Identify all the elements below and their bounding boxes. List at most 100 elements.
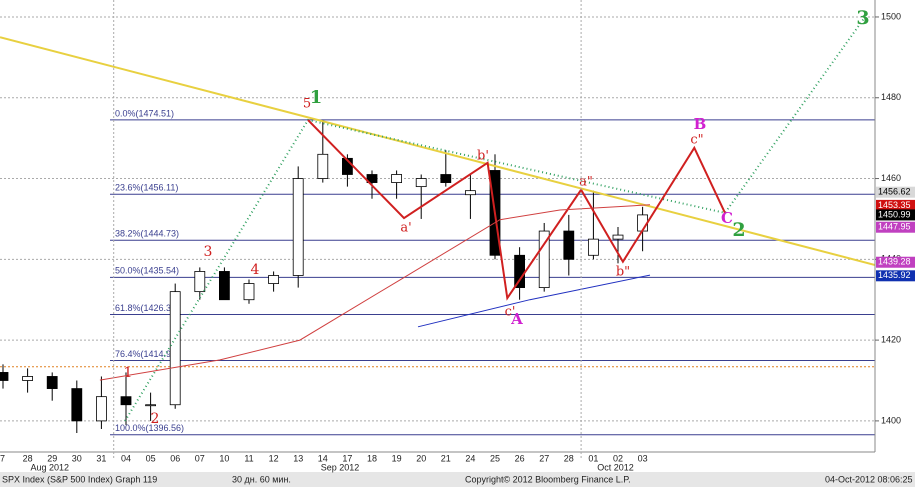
wave-label: C [721, 209, 733, 227]
fib-label: 50.0%(1435.54) [115, 266, 179, 276]
candle-body [366, 174, 378, 183]
candle-body [563, 230, 575, 260]
price-tag-label: 1447.95 [878, 222, 911, 232]
candle-body [22, 376, 34, 381]
overlay-line [124, 16, 866, 422]
wave-label: 3 [856, 7, 869, 29]
price-tag-label: 1453.35 [878, 200, 911, 210]
price-tag [876, 209, 915, 221]
wave-label: A [510, 310, 523, 328]
candle-body [440, 174, 452, 183]
x-tick-label: 20 [416, 453, 426, 463]
candle-body [243, 283, 255, 301]
candle-body [465, 190, 476, 196]
overlay-line [417, 274, 651, 328]
overlay-line [99, 204, 651, 381]
price-tag [876, 186, 915, 198]
x-tick-label: 17 [342, 453, 352, 463]
candle-body [317, 153, 329, 179]
candle-body [0, 372, 9, 381]
overlay-line [307, 119, 726, 301]
candle-body [169, 291, 181, 406]
y-tick-label: 1460 [881, 173, 901, 183]
wave-label: 3 [204, 244, 213, 260]
month-label: Aug 2012 [30, 462, 69, 472]
x-tick-label: 05 [146, 453, 156, 463]
month-label: Oct 2012 [597, 462, 634, 472]
wave-label: 5 [303, 97, 311, 112]
fib-label: 23.6%(1456.11) [115, 183, 178, 193]
wave-label: a' [400, 221, 411, 236]
wave-label: c' [505, 305, 516, 320]
x-tick-label: 26 [515, 453, 525, 463]
x-tick-label: 30 [72, 453, 82, 463]
x-tick-label: 14 [318, 453, 328, 463]
y-tick-label: 1500 [881, 11, 901, 21]
x-tick-label: 19 [392, 453, 402, 463]
plot-area: 0.0%(1474.51) 23.6%(1456.11) 38.2%(1444.73… [0, 7, 875, 436]
price-tag [876, 256, 915, 268]
footer-bar [0, 472, 915, 487]
candle-body [46, 376, 58, 389]
overlay-line [0, 36, 875, 266]
candle-body [415, 178, 427, 188]
candle-body [612, 234, 624, 240]
footer-text: SPX Index (S&P 500 Index) Graph 119 [2, 474, 157, 484]
candle-body [514, 254, 526, 288]
candle-body [538, 230, 550, 288]
wave-label: 1 [124, 365, 133, 381]
x-tick-label: 03 [638, 453, 648, 463]
candle-body [268, 275, 280, 284]
wave-label: 2 [151, 411, 160, 427]
x-tick-label: 27 [539, 453, 549, 463]
wave-label: a" [579, 175, 593, 190]
x-tick-label: 01 [588, 453, 598, 463]
price-tag [876, 270, 915, 282]
fib-label: 38.2%(1444.73) [115, 229, 179, 239]
footer-text: 30 дн. 60 мин. [232, 474, 291, 484]
price-tag-label: 1439.28 [878, 257, 911, 267]
candle-body [71, 388, 83, 422]
candle-body [145, 404, 157, 407]
x-tick-label: 10 [219, 453, 229, 463]
wave-label: 1 [310, 87, 323, 108]
wave-label: 2 [732, 219, 745, 241]
y-tick-label: 1420 [881, 334, 901, 344]
x-tick-label: 31 [96, 453, 106, 463]
candle-body [391, 174, 403, 183]
y-tick-label: 1400 [881, 415, 901, 425]
y-tick-label: 1480 [881, 92, 901, 102]
footer-text: 04-Oct-2012 08:06:25 [825, 474, 913, 484]
price-tag-label: 1450.99 [878, 209, 911, 219]
x-tick-label: 18 [367, 453, 377, 463]
x-tick-label: 12 [269, 453, 279, 463]
wave-label: b" [616, 265, 630, 280]
candle-body [292, 178, 304, 276]
wave-label: B [694, 115, 707, 133]
x-tick-label: 21 [441, 453, 451, 463]
price-tag-label: 1435.92 [878, 270, 911, 280]
x-tick-label: 7 [0, 453, 5, 463]
price-tag [876, 221, 915, 233]
x-tick-label: 06 [170, 453, 180, 463]
x-tick-label: 02 [613, 453, 623, 463]
x-tick-label: 11 [244, 453, 253, 463]
candle-body [219, 271, 230, 301]
fib-label: 0.0%(1474.51) [115, 108, 174, 118]
price-tag-label: 1456.62 [878, 187, 911, 197]
wave-label: b' [477, 149, 489, 164]
x-tick-label: 24 [465, 453, 475, 463]
fib-label: 61.8%(1426.34) [115, 303, 179, 313]
x-tick-label: 29 [47, 453, 57, 463]
candle-body [588, 238, 599, 256]
fib-label: 76.4%(1414.96) [115, 349, 179, 359]
x-tick-label: 13 [293, 453, 303, 463]
candle-body [96, 396, 107, 422]
x-tick-label: 04 [121, 453, 131, 463]
candle-body [194, 271, 206, 293]
month-label: Sep 2012 [321, 462, 360, 472]
x-tick-label: 07 [195, 453, 205, 463]
fib-label: 100.0%(1396.56) [115, 423, 184, 433]
wave-label: 4 [251, 262, 260, 278]
